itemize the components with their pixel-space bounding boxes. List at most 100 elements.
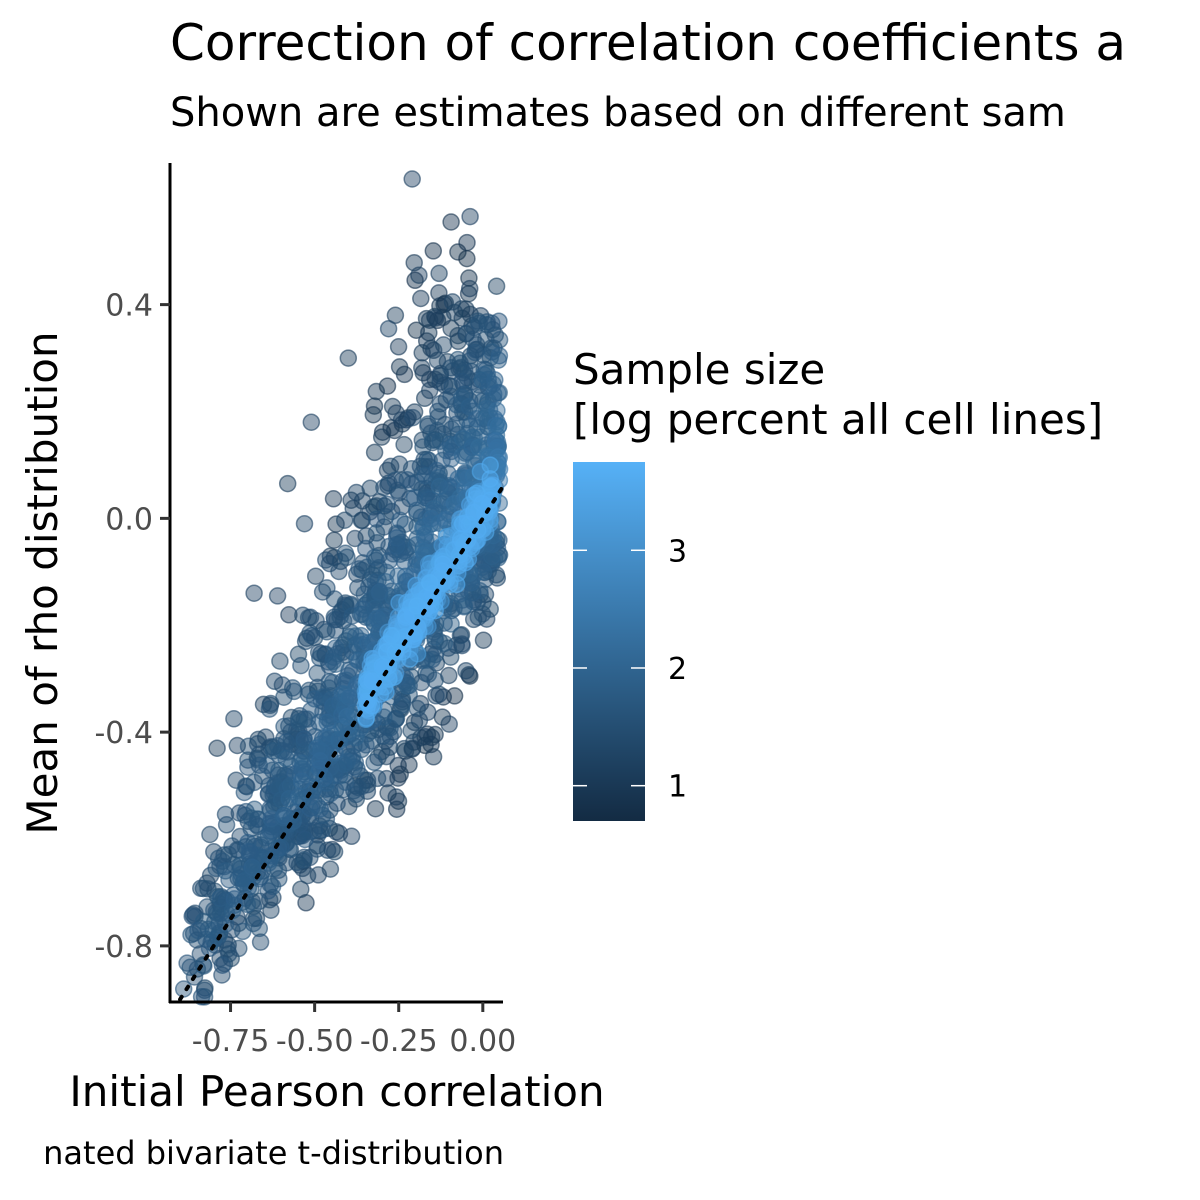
data-point — [240, 842, 258, 860]
data-point — [366, 799, 385, 818]
point-cloud — [174, 170, 509, 1006]
data-point — [490, 312, 508, 330]
data-point — [244, 914, 263, 933]
data-point — [275, 688, 293, 706]
data-point — [227, 771, 245, 789]
data-point — [389, 338, 408, 356]
data-point — [451, 626, 470, 645]
data-point — [434, 555, 452, 573]
data-point — [277, 749, 295, 768]
data-point — [461, 207, 479, 226]
chart-subtitle: Shown are estimates based on different s… — [170, 90, 1066, 136]
data-point — [395, 435, 413, 454]
data-point — [294, 754, 312, 773]
data-point — [278, 474, 297, 493]
data-point — [403, 170, 421, 188]
data-point — [464, 330, 482, 348]
data-point — [357, 539, 375, 558]
data-point — [483, 547, 501, 566]
data-point — [474, 631, 493, 649]
data-point — [489, 384, 507, 402]
data-point — [434, 336, 453, 354]
data-point — [264, 742, 283, 760]
data-point — [302, 413, 321, 431]
data-point — [473, 494, 491, 513]
data-point — [245, 584, 263, 602]
data-point — [174, 980, 193, 998]
data-point — [295, 730, 313, 748]
data-point — [368, 769, 387, 788]
data-point — [453, 515, 472, 533]
data-point — [396, 608, 415, 626]
data-point — [408, 597, 426, 615]
data-point — [391, 511, 409, 529]
data-point — [430, 264, 448, 283]
data-point — [295, 851, 313, 869]
y-axis-title: Mean of rho distribution — [18, 331, 67, 834]
data-point — [308, 840, 326, 858]
data-point — [427, 687, 445, 705]
chart-caption: nated bivariate t-distribution — [43, 1134, 504, 1172]
data-point — [477, 399, 496, 418]
colorbar — [573, 462, 645, 821]
data-point — [442, 615, 460, 633]
data-point — [296, 830, 314, 849]
data-point — [442, 213, 460, 231]
data-point — [194, 879, 213, 898]
data-point — [311, 751, 329, 770]
data-point — [410, 266, 428, 284]
data-point — [419, 415, 437, 433]
data-point — [216, 862, 235, 880]
data-point — [245, 800, 264, 819]
data-point — [424, 748, 443, 766]
x-tick-label: -0.50 — [276, 1024, 354, 1059]
data-point — [426, 309, 445, 327]
legend-tick-label: 3 — [668, 534, 687, 569]
data-point — [365, 548, 384, 567]
data-point — [225, 710, 243, 728]
data-point — [306, 567, 325, 585]
data-point — [379, 319, 398, 338]
data-point — [473, 371, 492, 389]
data-point — [275, 806, 294, 825]
data-point — [342, 827, 361, 846]
data-point — [263, 877, 282, 896]
data-point — [460, 279, 479, 298]
data-point — [453, 429, 472, 448]
x-axis-title: Initial Pearson correlation — [69, 1067, 604, 1116]
data-point — [271, 652, 289, 670]
data-point — [235, 872, 254, 890]
data-point — [405, 488, 424, 507]
data-point — [466, 343, 484, 362]
legend-title-line-2: [log percent all cell lines] — [573, 395, 1104, 444]
data-point — [301, 608, 320, 627]
data-point — [389, 756, 407, 775]
data-point — [277, 733, 295, 751]
data-point — [481, 456, 499, 474]
data-point — [367, 382, 386, 401]
data-point — [422, 509, 441, 528]
data-point — [213, 956, 232, 974]
data-point — [327, 655, 345, 673]
data-point — [243, 858, 262, 877]
data-point — [302, 626, 321, 645]
data-point — [381, 719, 399, 737]
data-point — [486, 371, 504, 389]
data-point — [326, 639, 345, 657]
data-point — [298, 866, 317, 885]
data-point — [382, 626, 401, 645]
data-point — [481, 470, 499, 488]
data-point — [488, 401, 506, 420]
data-point — [486, 432, 505, 450]
data-point — [424, 242, 443, 260]
data-point — [318, 713, 336, 732]
data-point — [378, 495, 396, 513]
data-point — [447, 415, 466, 433]
y-tick-label: -0.8 — [94, 930, 153, 965]
data-point — [440, 715, 458, 733]
data-point — [225, 890, 244, 908]
legend-tick-label: 1 — [668, 770, 687, 805]
data-point — [430, 477, 449, 496]
data-point — [335, 511, 354, 529]
